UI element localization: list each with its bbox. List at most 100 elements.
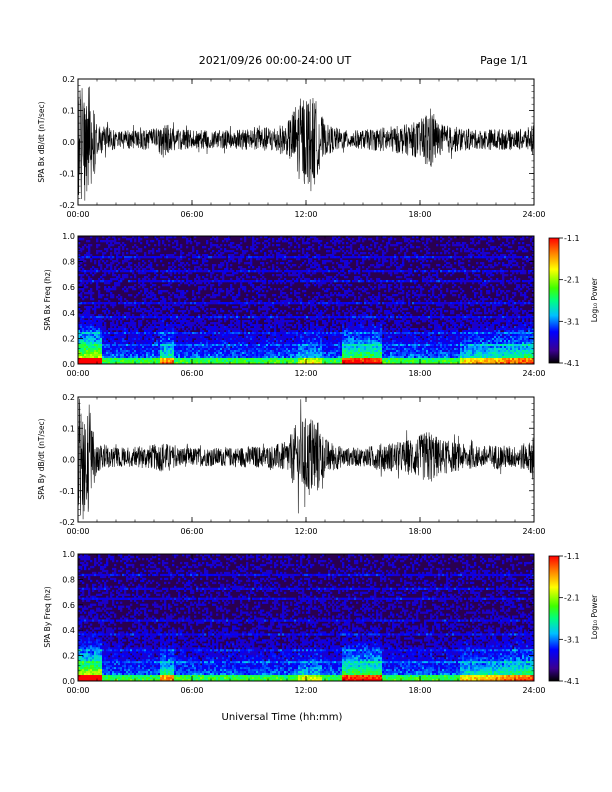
- spectrogram-cell: [280, 350, 283, 353]
- spectrogram-cell: [142, 282, 145, 285]
- spectrogram-cell: [268, 238, 271, 241]
- spectrogram-cell: [220, 280, 223, 283]
- spectrogram-cell: [104, 318, 107, 321]
- spectrogram-cell: [86, 252, 89, 255]
- y-tick-label: 0.1: [62, 107, 75, 116]
- spectrogram-cell: [86, 296, 89, 299]
- spectrogram-cell: [216, 350, 219, 353]
- spectrogram-cell: [308, 346, 311, 349]
- spectrogram-cell: [88, 254, 91, 257]
- spectrogram-cell: [154, 356, 157, 359]
- spectrogram-cell: [332, 328, 335, 331]
- spectrogram-cell: [294, 256, 297, 259]
- spectrogram-cell: [322, 312, 325, 315]
- spectrogram-cell: [256, 318, 259, 321]
- spectrogram-cell: [146, 288, 149, 291]
- spectrogram-cell: [124, 236, 127, 239]
- spectrogram-cell: [260, 356, 263, 359]
- spectrogram-cell: [264, 340, 267, 343]
- spectrogram-cell: [172, 310, 175, 313]
- spectrogram-cell: [110, 244, 113, 247]
- spectrogram-cell: [282, 328, 285, 331]
- spectrogram-cell: [276, 344, 279, 347]
- spectrogram-cell: [236, 332, 239, 335]
- spectrogram-cell: [168, 346, 171, 349]
- spectrogram-cell: [260, 360, 263, 363]
- spectrogram-cell: [106, 348, 109, 351]
- spectrogram-cell: [306, 328, 309, 331]
- spectrogram-cell: [184, 362, 187, 365]
- spectrogram-cell: [306, 264, 309, 267]
- spectrogram-cell: [314, 284, 317, 287]
- spectrogram-cell: [96, 350, 99, 353]
- spectrogram-cell: [230, 264, 233, 267]
- spectrogram-cell: [176, 342, 179, 345]
- spectrogram-cell: [128, 344, 131, 347]
- spectrogram-cell: [126, 266, 129, 269]
- spectrogram-cell: [140, 354, 143, 357]
- spectrogram-cell: [286, 300, 289, 303]
- spectrogram-cell: [288, 238, 291, 241]
- spectrogram-cell: [102, 252, 105, 255]
- spectrogram-cell: [264, 320, 267, 323]
- spectrogram-cell: [294, 324, 297, 327]
- spectrogram-cell: [122, 360, 125, 363]
- spectrogram-cell: [196, 260, 199, 263]
- spectrogram-cell: [182, 262, 185, 265]
- spectrogram-cell: [158, 250, 161, 253]
- spectrogram-cell: [184, 356, 187, 359]
- spectrogram-cell: [294, 238, 297, 241]
- spectrogram-cell: [290, 334, 293, 337]
- spectrogram-cell: [314, 262, 317, 265]
- spectrogram-cell: [116, 340, 119, 343]
- spectrogram-cell: [150, 350, 153, 353]
- spectrogram-cell: [120, 360, 123, 363]
- spectrogram-cell: [268, 308, 271, 311]
- spectrogram-cell: [110, 280, 113, 283]
- spectrogram-cell: [110, 332, 113, 335]
- spectrogram-cell: [114, 236, 117, 239]
- spectrogram-cell: [164, 300, 167, 303]
- spectrogram-cell: [274, 294, 277, 297]
- spectrogram-cell: [230, 316, 233, 319]
- spectrogram-cell: [102, 348, 105, 351]
- spectrogram-cell: [108, 282, 111, 285]
- spectrogram-cell: [266, 256, 269, 259]
- spectrogram-cell: [228, 290, 231, 293]
- spectrogram-cell: [174, 322, 177, 325]
- spectrogram-cell: [338, 326, 341, 329]
- spectrogram-cell: [118, 340, 121, 343]
- spectrogram-cell: [300, 330, 303, 333]
- spectrogram-cell: [194, 266, 197, 269]
- spectrogram-cell: [320, 332, 323, 335]
- spectrogram-cell: [142, 334, 145, 337]
- spectrogram-cell: [282, 316, 285, 319]
- spectrogram-cell: [212, 326, 215, 329]
- spectrogram-cell: [268, 286, 271, 289]
- spectrogram-cell: [184, 340, 187, 343]
- spectrogram-cell: [298, 348, 301, 351]
- spectrogram-cell: [306, 272, 309, 275]
- spectrogram-cell: [290, 356, 293, 359]
- spectrogram-cell: [180, 348, 183, 351]
- spectrogram-cell: [90, 288, 93, 291]
- spectrogram-cell: [164, 338, 167, 341]
- spectrogram-cell: [162, 328, 165, 331]
- spectrogram-cell: [230, 324, 233, 327]
- spectrogram-cell: [214, 362, 217, 365]
- spectrogram-cell: [140, 352, 143, 355]
- spectrogram-cell: [188, 360, 191, 363]
- spectrogram-cell: [252, 358, 255, 361]
- spectrogram-cell: [294, 340, 297, 343]
- spectrogram-cell: [98, 322, 101, 325]
- spectrogram-cell: [94, 320, 97, 323]
- spectrogram-cell: [180, 358, 183, 361]
- spectrogram-cell: [114, 242, 117, 245]
- spectrogram-cell: [324, 290, 327, 293]
- spectrogram-cell: [118, 348, 121, 351]
- spectrogram-cell: [264, 344, 267, 347]
- spectrogram-cell: [334, 286, 337, 289]
- spectrogram-cell: [324, 326, 327, 329]
- spectrogram-cell: [136, 294, 139, 297]
- spectrogram-cell: [110, 292, 113, 295]
